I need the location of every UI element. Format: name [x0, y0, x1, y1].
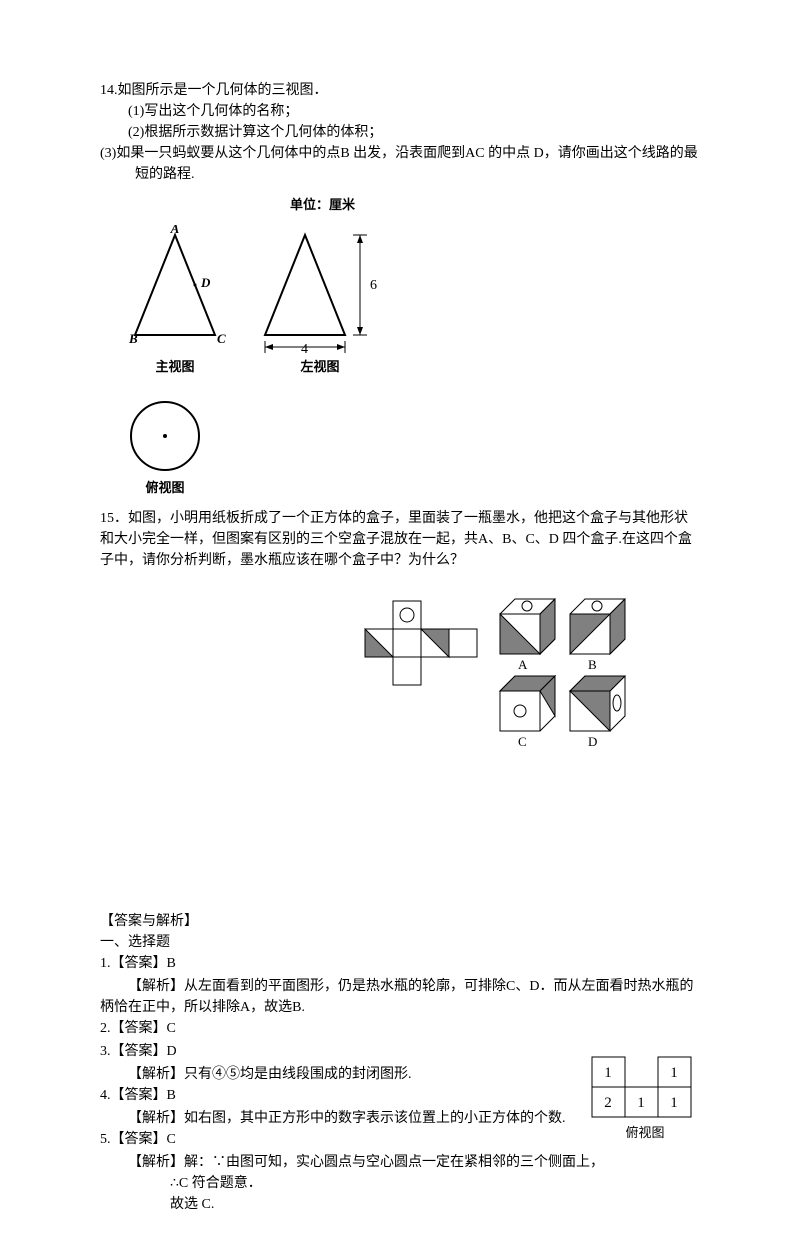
grid-cell: 1 — [604, 1065, 612, 1081]
answer-1-explanation: 【解析】从左面看到的平面图形，仍是热水瓶的轮廓，可排除C、D．而从左面看时热水瓶… — [100, 976, 700, 1018]
q14-figure: 单位：厘米 A B C D 主视图 — [100, 195, 700, 498]
cube-A: A — [500, 599, 555, 672]
front-view-block: A B C D 主视图 — [120, 225, 230, 377]
cube-B: B — [570, 599, 625, 672]
label-B: B — [128, 331, 138, 346]
label-D: D — [200, 275, 211, 290]
left-view-caption: 左视图 — [250, 357, 390, 377]
answers-section: 【答案与解析】 一、选择题 1.【答案】B 【解析】从左面看到的平面图形，仍是热… — [100, 911, 700, 1215]
answer-5-explanation-3: 故选 C. — [100, 1194, 700, 1215]
grid-cell: 1 — [670, 1095, 678, 1111]
answer-1: 1.【答案】B — [100, 953, 700, 974]
front-view-triangle: A B C D — [120, 225, 230, 355]
svg-text:B: B — [588, 657, 597, 672]
cube-C: C — [500, 676, 555, 749]
dim-height: 6 — [370, 278, 377, 293]
svg-text:A: A — [518, 657, 528, 672]
q14-intro: 14.如图所示是一个几何体的三视图． — [100, 80, 700, 101]
answer-5-explanation-1: 【解析】解：∵由图可知，实心圆点与空心圆点一定在紧相邻的三个侧面上， — [100, 1152, 700, 1173]
answer-5-explanation-2: ∴C 符合题意． — [100, 1173, 700, 1194]
q15-text: 15．如图，小明用纸板折成了一个正方体的盒子，里面装了一瓶墨水，他把这个盒子与其… — [100, 508, 700, 571]
unit-label: 单位：厘米 — [290, 195, 700, 215]
question-15: 15．如图，小明用纸板折成了一个正方体的盒子，里面装了一瓶墨水，他把这个盒子与其… — [100, 508, 700, 751]
top-view-block: 俯视图 — [120, 396, 700, 498]
question-14: 14.如图所示是一个几何体的三视图． (1)写出这个几何体的名称； (2)根据所… — [100, 80, 700, 185]
svg-text:D: D — [588, 734, 597, 749]
left-view-triangle: 6 4 — [250, 225, 390, 355]
q15-figure: A B — [360, 591, 700, 751]
top-view-caption: 俯视图 — [120, 478, 210, 498]
top-view-circle — [120, 396, 210, 476]
label-C: C — [217, 331, 226, 346]
label-A: A — [170, 225, 180, 236]
q14-part-3: (3)如果一只蚂蚁要从这个几何体中的点B 出发，沿表面爬到AC 的中点 D，请你… — [100, 143, 700, 185]
cube-D: D — [570, 676, 625, 749]
answer-4-figure-caption: 俯视图 — [590, 1123, 700, 1143]
q14-part-2: (2)根据所示数据计算这个几何体的体积； — [100, 122, 700, 143]
answers-header: 【答案与解析】 — [100, 911, 700, 932]
answers-section-1-title: 一、选择题 — [100, 932, 700, 953]
left-view-block: 6 4 左视图 — [250, 225, 390, 377]
grid-cell: 1 — [670, 1065, 678, 1081]
cube-net — [365, 601, 477, 685]
dim-width: 4 — [301, 342, 308, 355]
grid-cell: 1 — [637, 1095, 645, 1111]
front-view-caption: 主视图 — [120, 357, 230, 377]
grid-cell: 2 — [604, 1095, 612, 1111]
answer-2: 2.【答案】C — [100, 1018, 700, 1039]
answer-4-figure: 1 1 2 1 1 俯视图 — [590, 1055, 700, 1143]
q14-part-1: (1)写出这个几何体的名称； — [100, 101, 700, 122]
svg-text:C: C — [518, 734, 527, 749]
